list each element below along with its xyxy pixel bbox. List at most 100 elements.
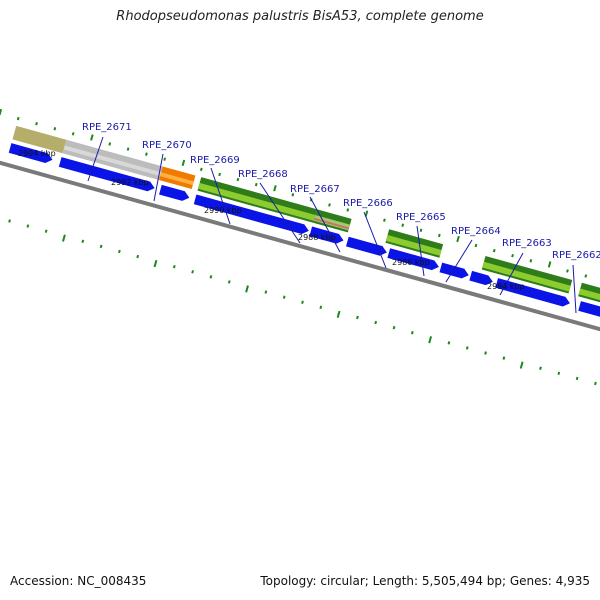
scale-tick bbox=[511, 253, 514, 258]
gene-label[interactable]: RPE_2671 bbox=[82, 122, 132, 133]
scale-tick bbox=[71, 132, 75, 136]
scale-tick bbox=[209, 275, 213, 279]
label-leader-line bbox=[363, 211, 387, 269]
gene-label[interactable]: RPE_2666 bbox=[343, 198, 393, 209]
scale-tick bbox=[547, 261, 552, 268]
scale-tick bbox=[8, 219, 11, 223]
gene-label[interactable]: RPE_2662 bbox=[552, 250, 600, 261]
scale-tick bbox=[575, 376, 579, 381]
scale-tick bbox=[539, 366, 542, 370]
scale-tick bbox=[273, 185, 277, 192]
gene-feature-olive[interactable] bbox=[12, 125, 67, 154]
accession-label: Accession: NC_008435 bbox=[10, 574, 147, 588]
scale-tick bbox=[291, 193, 295, 197]
gene-feature-green-5-light bbox=[578, 288, 600, 313]
scale-tick bbox=[492, 248, 496, 253]
label-leader-line bbox=[153, 153, 164, 202]
gene-feature-gray-stripe bbox=[63, 145, 162, 177]
gene-label[interactable]: RPE_2667 bbox=[290, 184, 340, 195]
scale-tick bbox=[301, 300, 304, 304]
cds-arrow[interactable] bbox=[387, 248, 440, 272]
scale-tick bbox=[519, 361, 524, 369]
scale-tick bbox=[245, 285, 249, 293]
label-leader-line bbox=[499, 252, 524, 296]
genome-backbone bbox=[0, 114, 600, 386]
label-leader-line bbox=[87, 136, 104, 182]
gene-label[interactable]: RPE_2670 bbox=[142, 140, 192, 151]
cds-arrow[interactable] bbox=[8, 143, 54, 164]
scale-tick bbox=[26, 224, 30, 228]
scale-tick bbox=[218, 172, 221, 177]
scale-tick bbox=[502, 356, 506, 360]
scale-tick bbox=[62, 234, 66, 242]
gene-label[interactable]: RPE_2664 bbox=[451, 226, 501, 237]
scale-tick bbox=[0, 108, 3, 116]
cds-arrow[interactable] bbox=[309, 226, 344, 246]
scale-tick bbox=[419, 228, 423, 233]
scale-tick bbox=[401, 223, 405, 227]
cds-arrow[interactable] bbox=[159, 184, 191, 203]
scale-tick bbox=[474, 243, 478, 248]
cds-arrow[interactable] bbox=[58, 157, 156, 193]
gene-label[interactable]: RPE_2665 bbox=[396, 212, 446, 223]
scale-tick bbox=[465, 346, 469, 350]
cds-arrow[interactable] bbox=[469, 270, 494, 287]
scale-tick bbox=[153, 259, 158, 268]
scale-tick bbox=[447, 341, 451, 345]
gene-label[interactable]: RPE_2668 bbox=[238, 169, 288, 180]
cds-arrow[interactable] bbox=[495, 278, 571, 308]
scale-label: 2986 kbp bbox=[392, 258, 430, 267]
gene-label[interactable]: RPE_2663 bbox=[502, 238, 552, 249]
label-leader-line bbox=[259, 182, 301, 244]
scale-tick bbox=[557, 371, 561, 376]
scale-tick bbox=[437, 233, 441, 238]
scale-tick bbox=[346, 208, 350, 212]
scale-tick bbox=[53, 127, 57, 131]
scale-tick bbox=[99, 244, 103, 249]
scale-tick bbox=[566, 269, 569, 273]
genome-summary: Topology: circular; Length: 5,505,494 bp… bbox=[260, 574, 590, 588]
scale-tick bbox=[35, 121, 38, 126]
scale-label: 2988 kbp bbox=[298, 233, 336, 242]
scale-tick bbox=[282, 295, 286, 299]
scale-tick bbox=[456, 235, 460, 243]
label-leader-line bbox=[445, 239, 473, 283]
cds-arrow[interactable] bbox=[578, 301, 600, 326]
scale-tick bbox=[16, 116, 20, 121]
label-leader-line bbox=[309, 196, 341, 253]
label-leader-line bbox=[416, 225, 425, 277]
gene-feature-orange-stripe bbox=[160, 172, 194, 186]
scale-tick bbox=[126, 147, 130, 151]
gene-label[interactable]: RPE_2669 bbox=[190, 155, 240, 166]
scale-tick bbox=[319, 305, 323, 310]
gene-feature-green-5[interactable] bbox=[578, 282, 600, 315]
scale-tick bbox=[383, 218, 386, 222]
label-leader-line bbox=[572, 264, 577, 314]
scale-tick bbox=[264, 290, 268, 294]
scale-tick bbox=[44, 229, 48, 233]
gene-feature-green-3-light bbox=[385, 235, 442, 256]
scale-tick bbox=[199, 167, 203, 172]
scale-tick bbox=[584, 274, 588, 278]
scale-tick bbox=[336, 310, 341, 318]
scale-label: 2984 kbp bbox=[487, 282, 525, 291]
scale-tick bbox=[328, 203, 331, 207]
cds-arrow[interactable] bbox=[193, 194, 310, 235]
scale-tick bbox=[227, 280, 231, 284]
scale-label: 2990 kbp bbox=[204, 206, 242, 215]
scale-tick bbox=[145, 152, 148, 156]
scale-tick bbox=[410, 330, 414, 335]
cds-arrow[interactable] bbox=[439, 262, 470, 280]
scale-tick bbox=[236, 177, 240, 182]
genome-title: Rhodopseudomonas palustris BisA53, compl… bbox=[116, 9, 484, 24]
gene-feature-green-4-light bbox=[482, 261, 571, 292]
scale-tick bbox=[374, 320, 378, 325]
scale-tick bbox=[392, 325, 396, 330]
gene-feature-green-1-light bbox=[198, 182, 316, 221]
scale-tick bbox=[81, 239, 85, 244]
cds-arrow[interactable] bbox=[346, 236, 388, 258]
scale-tick bbox=[529, 259, 533, 263]
scale-tick bbox=[254, 182, 258, 187]
scale-tick bbox=[181, 159, 186, 167]
